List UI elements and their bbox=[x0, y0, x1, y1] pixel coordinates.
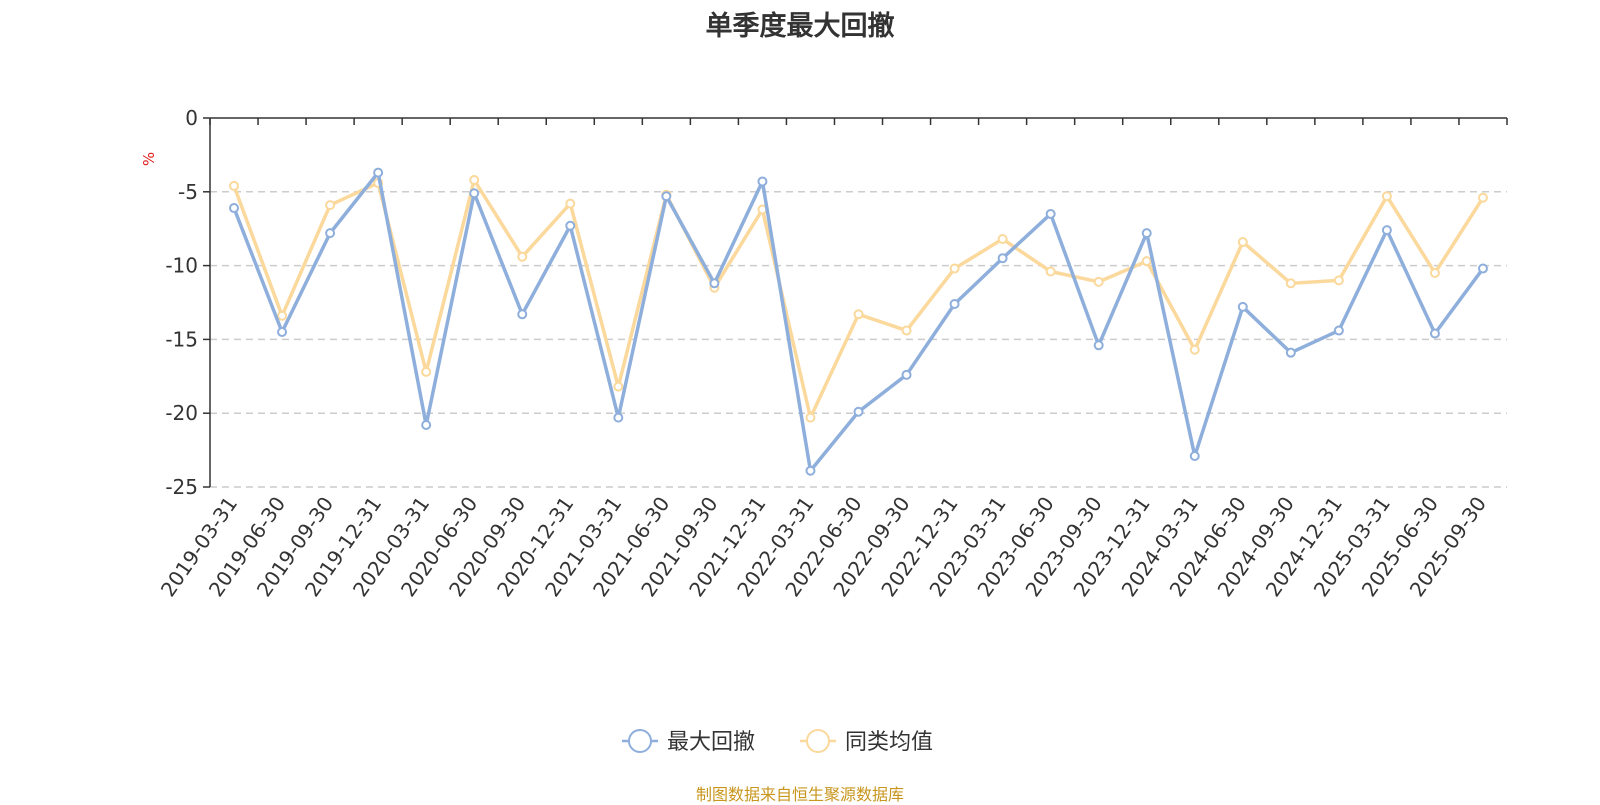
data-point bbox=[1237, 236, 1248, 247]
data-point bbox=[1045, 266, 1056, 277]
data-point bbox=[853, 309, 864, 320]
y-tick-label: -25 bbox=[165, 475, 198, 499]
y-tick-label: -15 bbox=[165, 327, 198, 351]
data-point bbox=[1093, 276, 1104, 287]
data-point bbox=[325, 228, 336, 239]
data-point bbox=[1477, 263, 1488, 274]
legend: 最大回撤 同类均值 bbox=[622, 729, 933, 755]
data-point bbox=[1333, 275, 1344, 286]
data-point bbox=[1093, 340, 1104, 351]
data-point bbox=[277, 310, 288, 321]
data-point bbox=[277, 327, 288, 338]
data-point bbox=[853, 406, 864, 417]
data-point bbox=[1237, 301, 1248, 312]
legend-marker-icon bbox=[628, 729, 652, 753]
data-point bbox=[1141, 256, 1152, 267]
data-point bbox=[661, 191, 672, 202]
series-lines bbox=[229, 167, 1488, 476]
legend-label: 最大回撤 bbox=[667, 730, 755, 755]
data-point bbox=[997, 234, 1008, 245]
y-axis-unit-label: % bbox=[140, 152, 158, 166]
series-line bbox=[232, 178, 1485, 420]
data-point bbox=[805, 412, 816, 423]
data-point bbox=[1477, 192, 1488, 203]
data-point bbox=[613, 412, 624, 423]
data-point bbox=[949, 263, 960, 274]
axes: 0-5-10-15-20-25%2019-03-312019-06-302019… bbox=[140, 106, 1508, 601]
data-point bbox=[517, 251, 528, 262]
data-point bbox=[229, 180, 240, 191]
data-point bbox=[1429, 328, 1440, 339]
data-point bbox=[517, 309, 528, 320]
data-point bbox=[1381, 191, 1392, 202]
data-point bbox=[1333, 325, 1344, 336]
y-tick-label: -20 bbox=[165, 401, 198, 425]
data-point bbox=[421, 366, 432, 377]
legend-label: 同类均值 bbox=[845, 730, 933, 755]
source-note: 制图数据来自恒生聚源数据库 bbox=[695, 785, 904, 804]
data-point bbox=[421, 420, 432, 431]
chart-title: 单季度最大回撤 bbox=[705, 11, 895, 42]
data-point bbox=[997, 253, 1008, 264]
data-point bbox=[1189, 344, 1200, 355]
data-point bbox=[805, 465, 816, 476]
y-tick-label: -10 bbox=[165, 254, 198, 278]
data-point bbox=[757, 176, 768, 187]
data-point bbox=[469, 174, 480, 185]
data-point bbox=[565, 198, 576, 209]
data-point bbox=[229, 203, 240, 214]
data-point bbox=[901, 369, 912, 380]
legend-marker-icon bbox=[806, 729, 830, 753]
grid-lines bbox=[210, 191, 1507, 488]
data-point bbox=[1381, 225, 1392, 236]
data-point bbox=[1429, 267, 1440, 278]
data-point bbox=[1285, 278, 1296, 289]
data-point bbox=[1285, 347, 1296, 358]
y-tick-label: 0 bbox=[185, 106, 198, 130]
y-tick-label: -5 bbox=[178, 180, 198, 204]
data-point bbox=[373, 167, 384, 178]
data-point bbox=[949, 298, 960, 309]
data-point bbox=[901, 325, 912, 336]
data-point bbox=[1141, 228, 1152, 239]
data-point bbox=[709, 278, 720, 289]
data-point bbox=[469, 188, 480, 199]
data-point bbox=[325, 200, 336, 211]
data-point bbox=[1045, 208, 1056, 219]
data-point bbox=[613, 381, 624, 392]
data-point bbox=[565, 220, 576, 231]
data-point bbox=[1189, 451, 1200, 462]
